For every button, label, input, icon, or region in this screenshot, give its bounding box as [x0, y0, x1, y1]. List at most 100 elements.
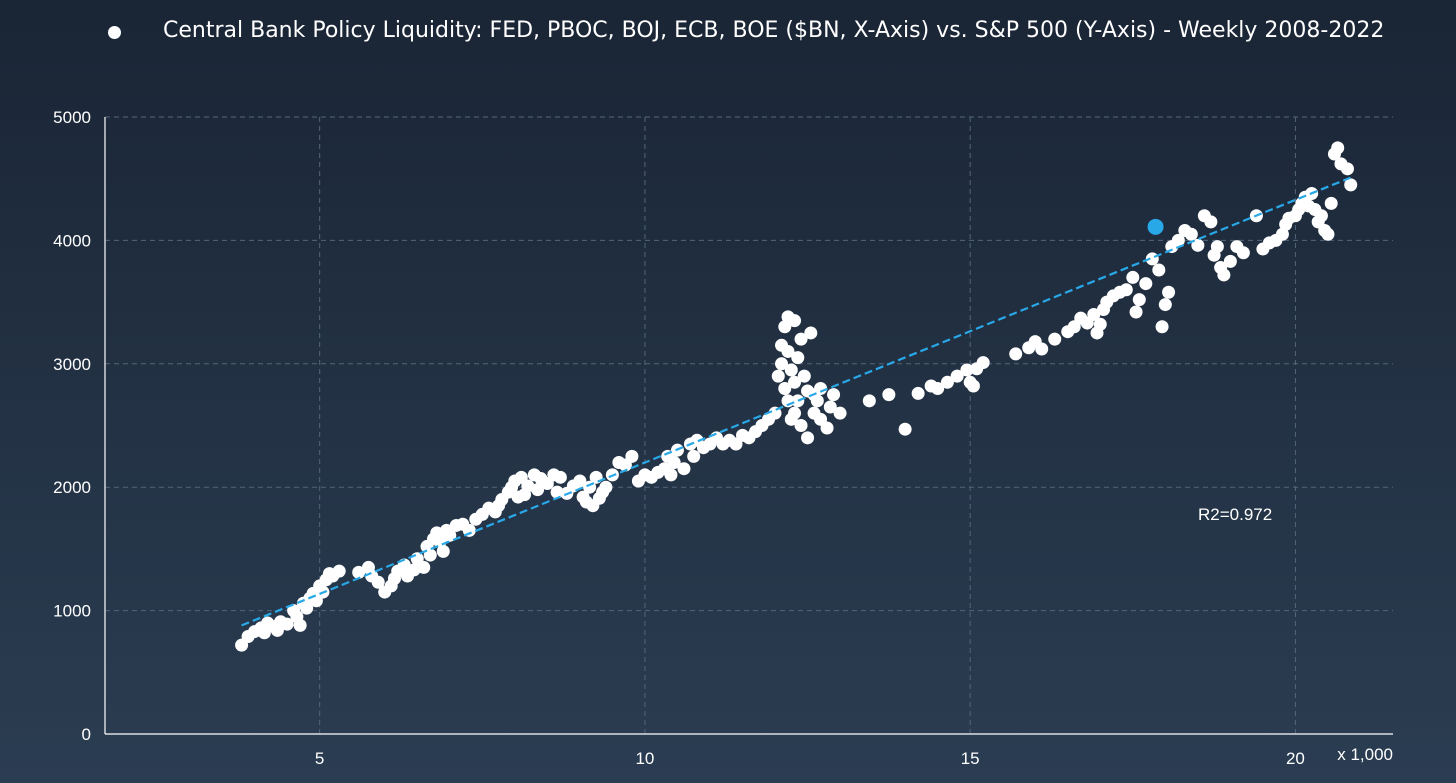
data-point — [931, 381, 945, 395]
data-point — [820, 421, 834, 435]
data-point — [280, 617, 294, 631]
data-point — [1009, 347, 1023, 361]
data-point — [550, 485, 564, 499]
data-point — [553, 470, 567, 484]
y-tick-label: 4000 — [53, 231, 91, 250]
data-point — [1048, 332, 1062, 346]
data-point — [771, 369, 785, 383]
data-points — [235, 141, 1358, 652]
data-point — [423, 548, 437, 562]
data-point — [687, 449, 701, 463]
data-point — [791, 351, 805, 365]
data-point — [573, 474, 587, 488]
data-point — [778, 320, 792, 334]
data-point — [599, 480, 613, 494]
data-point — [352, 565, 366, 579]
data-point — [794, 419, 808, 432]
data-point — [1119, 283, 1133, 297]
data-point — [1275, 227, 1289, 241]
data-point — [950, 369, 964, 383]
data-point — [966, 379, 980, 393]
x-tick-label: 20 — [1286, 749, 1305, 768]
data-point — [801, 431, 815, 445]
data-point — [521, 479, 535, 493]
data-point — [791, 394, 805, 408]
data-point — [810, 394, 824, 408]
data-point — [1223, 254, 1237, 268]
data-point — [625, 449, 639, 463]
data-point — [976, 356, 990, 370]
data-point — [531, 483, 545, 497]
data-point — [823, 400, 837, 414]
data-point — [804, 326, 818, 340]
trend-line — [241, 175, 1355, 627]
data-point — [436, 544, 450, 558]
data-point — [788, 314, 802, 328]
x-axis-unit-label: x 1,000 — [1337, 745, 1393, 764]
r2-annotation: R2=0.972 — [1198, 505, 1272, 524]
y-tick-label: 5000 — [53, 108, 91, 127]
data-point — [788, 406, 802, 420]
data-point — [1152, 263, 1166, 277]
data-point — [1162, 285, 1176, 299]
data-point — [1314, 209, 1328, 223]
data-point — [1324, 196, 1338, 210]
x-tick-label: 15 — [961, 749, 980, 768]
data-point — [768, 406, 782, 420]
data-point — [1139, 277, 1153, 291]
data-point — [407, 563, 421, 577]
data-point — [778, 381, 792, 395]
chart-legend: Central Bank Policy Liquidity: FED, PBOC… — [108, 18, 1384, 43]
y-tick-label: 3000 — [53, 355, 91, 374]
data-point — [882, 388, 896, 402]
data-point — [1087, 307, 1101, 321]
data-point — [794, 332, 808, 346]
data-point — [1321, 227, 1335, 241]
data-point — [677, 462, 691, 476]
data-point — [1093, 317, 1107, 331]
legend-marker — [108, 25, 121, 39]
highlight-point — [1147, 218, 1164, 235]
data-point — [589, 470, 603, 484]
data-point — [443, 528, 457, 542]
data-point — [1129, 305, 1143, 319]
legend-label: Central Bank Policy Liquidity: FED, PBOC… — [163, 18, 1385, 43]
data-point — [1184, 227, 1198, 241]
grid-lines — [105, 116, 1393, 734]
data-point — [667, 456, 681, 470]
data-point — [1171, 233, 1185, 247]
data-point — [1236, 246, 1250, 260]
data-point — [960, 363, 974, 377]
data-point — [300, 601, 314, 615]
data-point — [293, 618, 307, 632]
data-point — [797, 369, 811, 383]
x-tick-label: 5 — [315, 749, 324, 768]
x-axis-ticks: 5 10 15 20 — [315, 749, 1305, 768]
data-point — [1204, 215, 1218, 229]
data-point — [1344, 178, 1358, 192]
data-point — [332, 564, 346, 578]
data-point — [911, 386, 925, 400]
data-point — [1210, 240, 1224, 254]
data-point — [1126, 270, 1140, 284]
y-tick-label: 1000 — [53, 602, 91, 621]
data-point — [371, 575, 385, 589]
data-point — [784, 363, 798, 377]
data-point — [1132, 293, 1146, 307]
x-tick-label: 10 — [635, 749, 654, 768]
data-point — [775, 357, 789, 371]
axes — [104, 117, 1393, 735]
data-point — [257, 626, 271, 640]
data-point — [664, 468, 678, 482]
data-point — [1340, 162, 1354, 176]
data-point — [781, 344, 795, 358]
data-point — [1331, 141, 1345, 155]
data-point — [417, 560, 431, 574]
data-point — [1191, 238, 1205, 252]
data-point — [1217, 268, 1231, 282]
data-point — [833, 406, 847, 420]
data-point — [862, 394, 876, 408]
data-point — [814, 381, 828, 395]
data-point — [1155, 320, 1169, 334]
